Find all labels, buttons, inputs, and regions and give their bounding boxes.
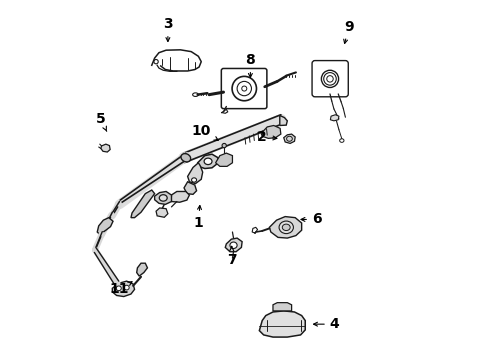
Text: 2: 2 xyxy=(257,130,277,144)
Ellipse shape xyxy=(181,154,191,162)
Text: 3: 3 xyxy=(163,17,172,41)
FancyBboxPatch shape xyxy=(221,68,267,109)
Text: 1: 1 xyxy=(194,206,203,230)
Ellipse shape xyxy=(230,242,237,248)
Polygon shape xyxy=(170,192,190,202)
Polygon shape xyxy=(259,311,305,337)
Text: 11: 11 xyxy=(109,282,132,296)
Polygon shape xyxy=(112,281,135,297)
Text: 7: 7 xyxy=(227,247,237,267)
Polygon shape xyxy=(197,154,218,168)
Ellipse shape xyxy=(192,178,196,182)
Text: 4: 4 xyxy=(314,317,340,331)
Ellipse shape xyxy=(279,221,294,234)
Polygon shape xyxy=(330,115,339,121)
Polygon shape xyxy=(131,190,155,218)
Ellipse shape xyxy=(116,286,122,291)
Polygon shape xyxy=(188,163,203,184)
Polygon shape xyxy=(261,126,281,138)
Polygon shape xyxy=(156,208,168,217)
Ellipse shape xyxy=(159,195,167,201)
FancyBboxPatch shape xyxy=(312,60,348,97)
Ellipse shape xyxy=(204,158,212,165)
Polygon shape xyxy=(184,182,196,194)
Polygon shape xyxy=(97,218,113,234)
Polygon shape xyxy=(155,192,172,204)
Polygon shape xyxy=(137,263,147,276)
Polygon shape xyxy=(284,134,295,143)
Polygon shape xyxy=(280,116,287,126)
Polygon shape xyxy=(273,303,292,311)
Text: 5: 5 xyxy=(96,112,107,131)
Text: 10: 10 xyxy=(192,123,218,140)
Polygon shape xyxy=(270,217,302,238)
Text: 6: 6 xyxy=(301,212,321,226)
Polygon shape xyxy=(101,144,110,152)
Text: 8: 8 xyxy=(245,53,255,77)
Ellipse shape xyxy=(282,224,290,230)
Ellipse shape xyxy=(124,285,129,290)
Polygon shape xyxy=(225,238,242,252)
Polygon shape xyxy=(216,153,232,166)
Ellipse shape xyxy=(222,143,226,148)
Text: 9: 9 xyxy=(343,19,354,44)
